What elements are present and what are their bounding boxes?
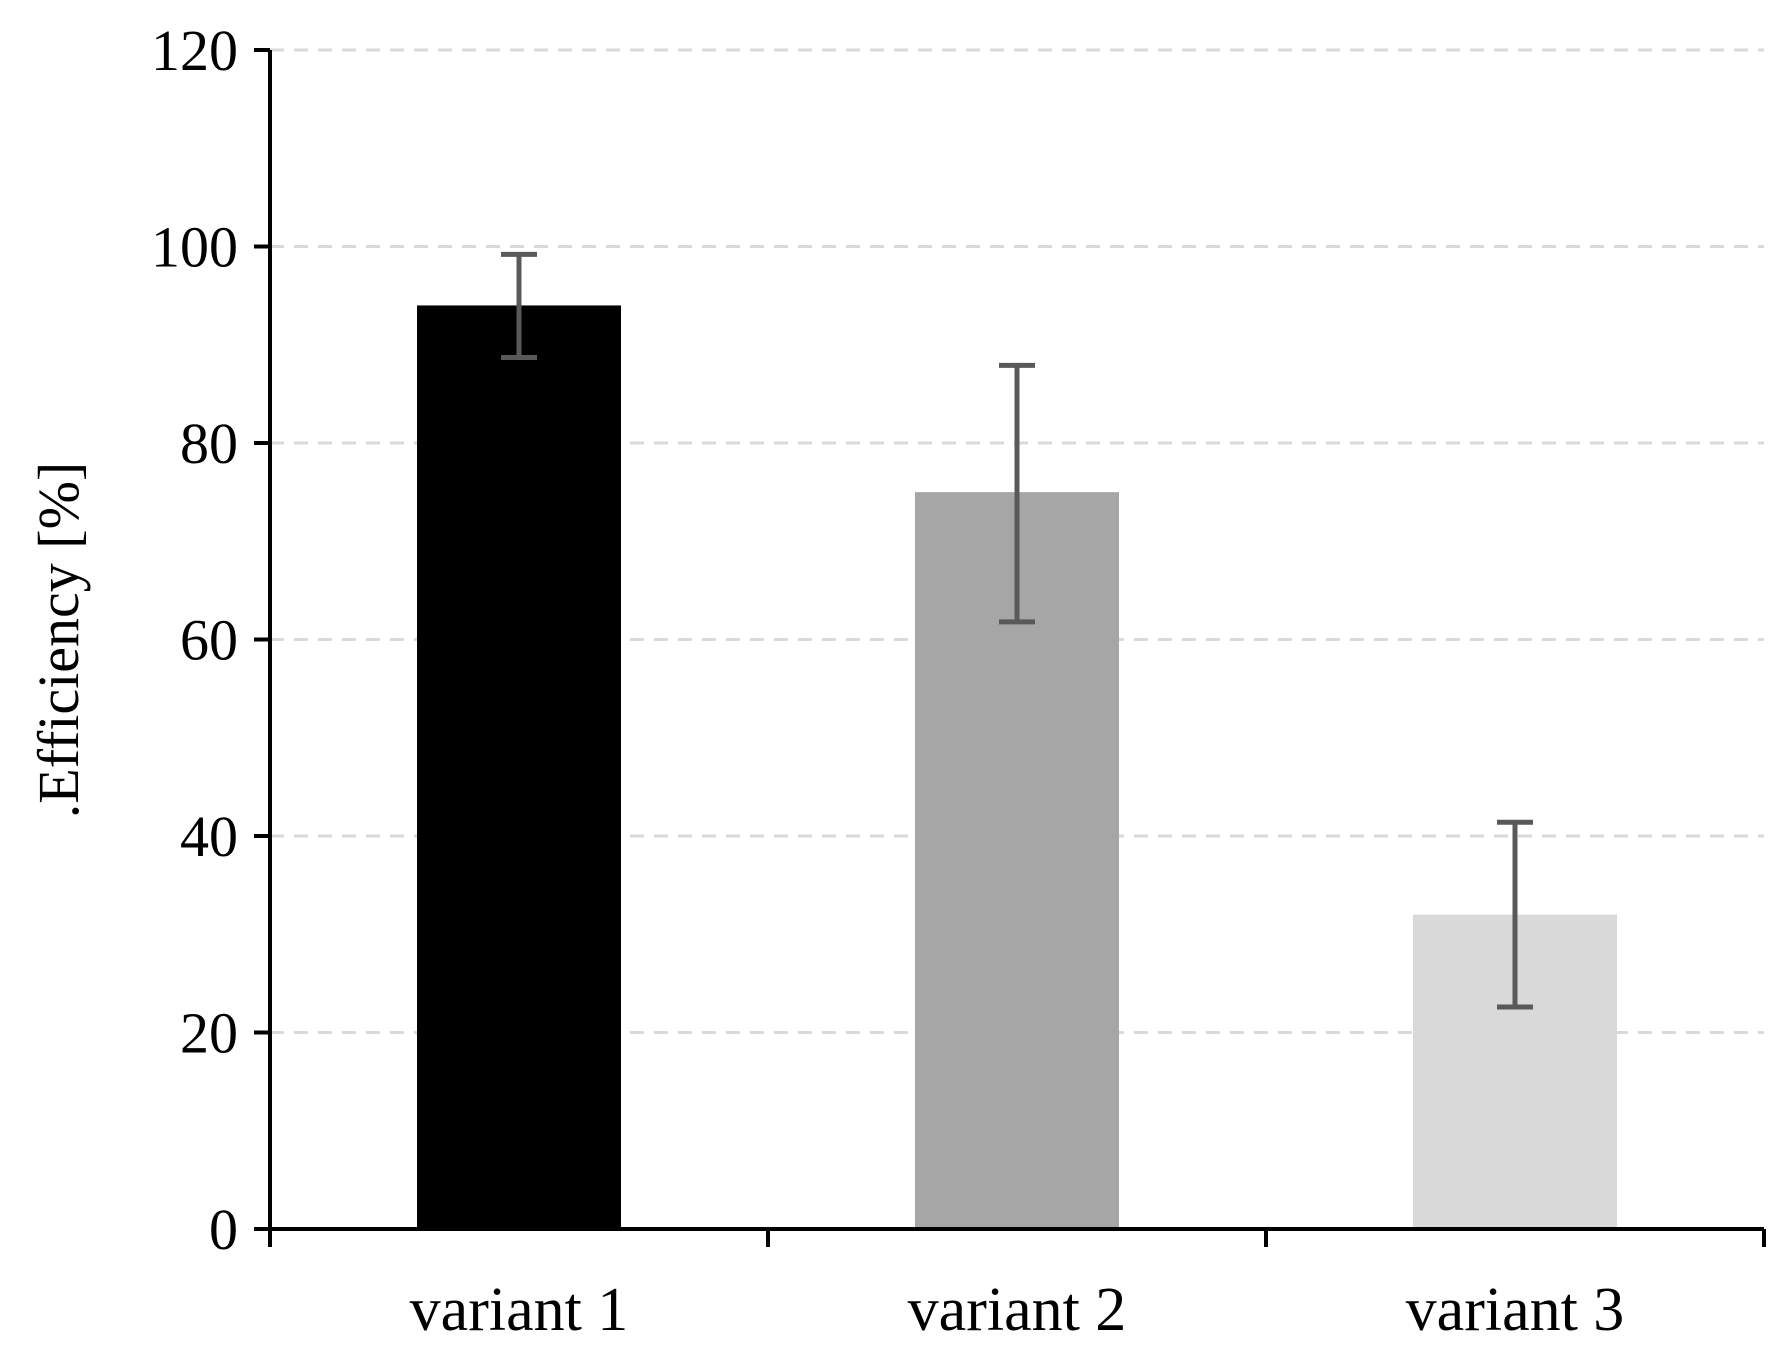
x-tick-labels: variant 1 variant 2 variant 3 xyxy=(410,1276,1625,1344)
error-bar-variant-2 xyxy=(999,362,1035,625)
y-tick-labels: 0 20 40 60 80 100 120 xyxy=(151,18,238,1262)
y-tick-label: 80 xyxy=(180,411,238,476)
y-tick-label: 0 xyxy=(209,1197,238,1262)
axes xyxy=(254,48,1766,1247)
error-bars xyxy=(501,251,1533,1010)
y-tick-label: 40 xyxy=(180,804,238,869)
y-tick-label: 100 xyxy=(151,215,238,280)
error-bar-variant-1 xyxy=(501,251,537,361)
x-tick-label: variant 2 xyxy=(908,1276,1127,1344)
y-tick-label: 20 xyxy=(180,1001,238,1066)
error-bar-variant-3 xyxy=(1497,819,1533,1010)
y-tick-label: 60 xyxy=(180,608,238,673)
x-tick-label: variant 3 xyxy=(1406,1276,1625,1344)
y-axis-label: .Efficiency [%] xyxy=(26,462,91,818)
y-tick-label: 120 xyxy=(151,18,238,83)
x-tick-label: variant 1 xyxy=(410,1276,629,1344)
bar-variant-1 xyxy=(417,305,621,1229)
